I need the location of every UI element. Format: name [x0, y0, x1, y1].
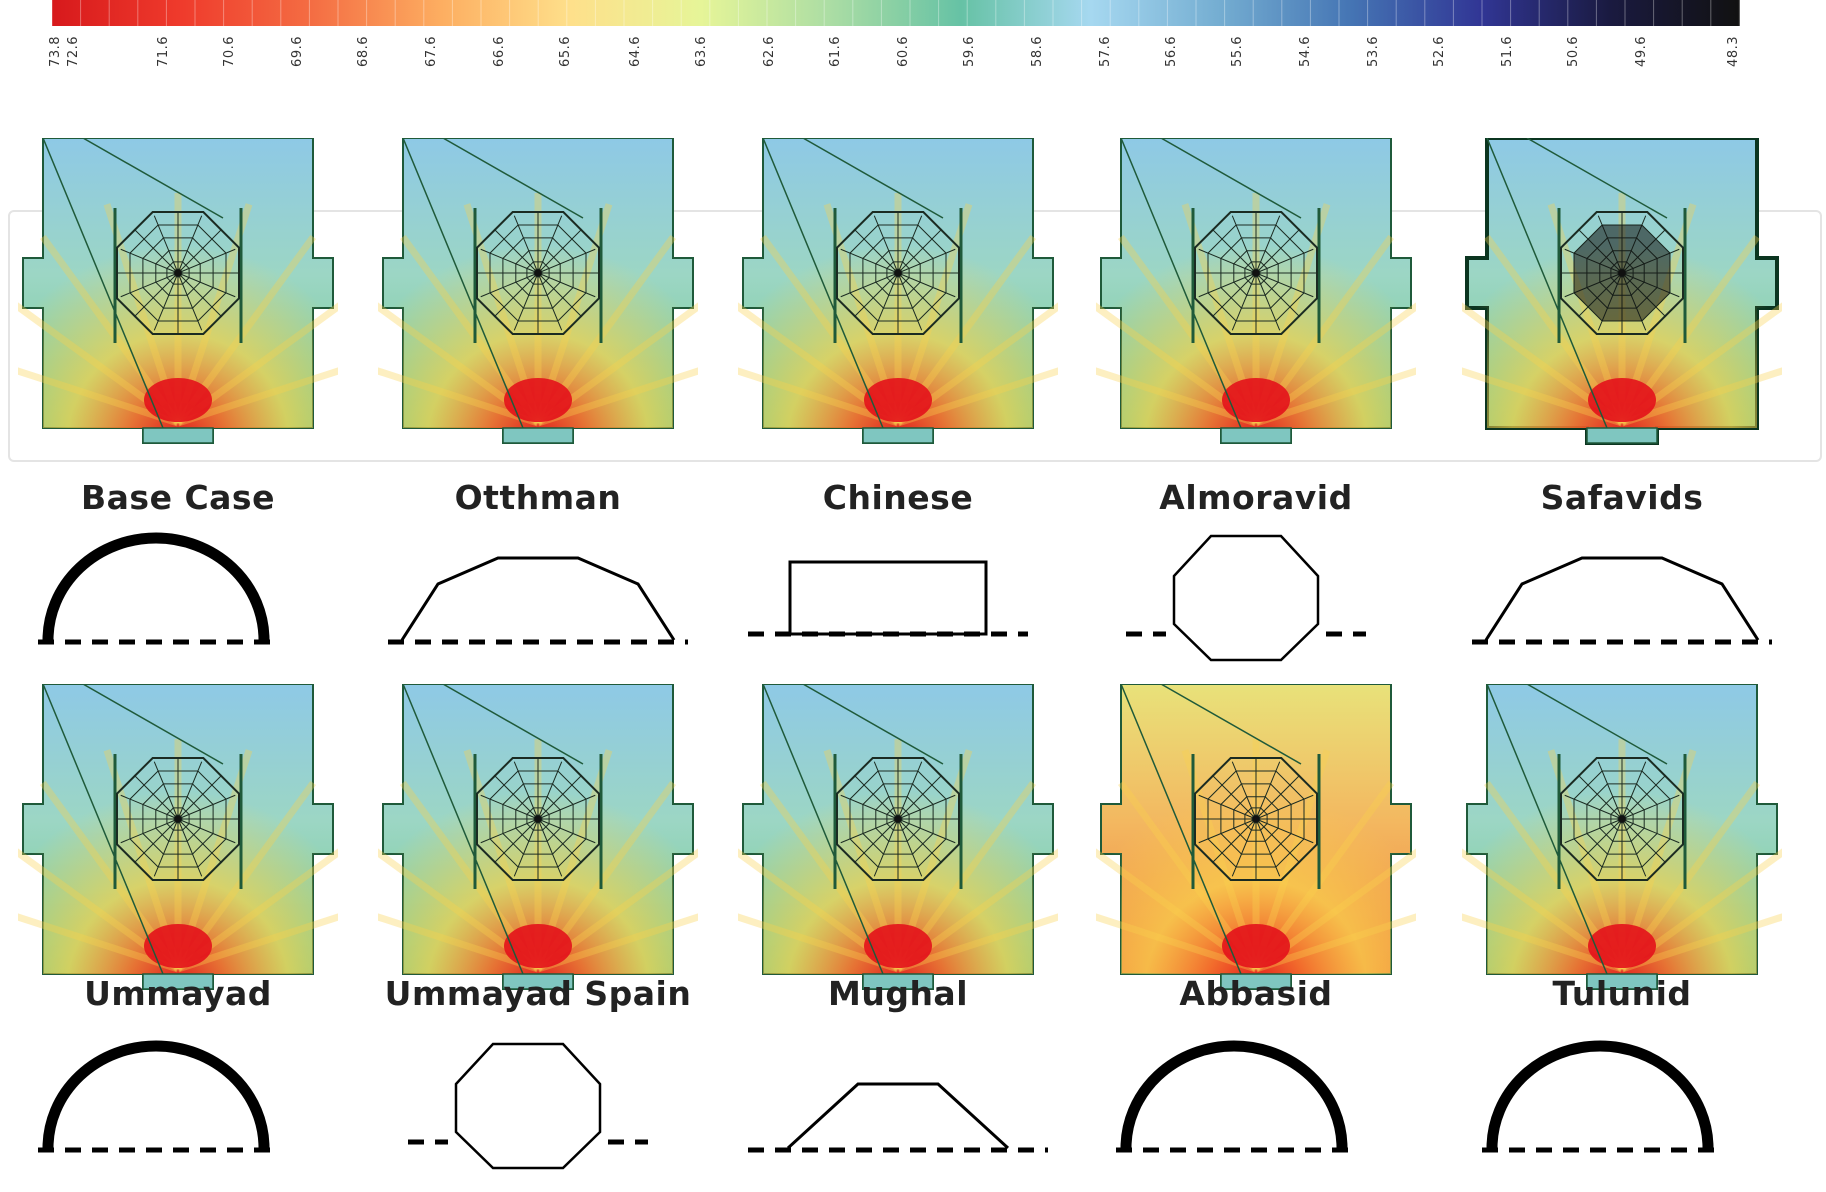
dome-profile-icon	[388, 556, 688, 645]
color-scale-ticks: 73.8 72.6 71.6 70.6 69.6 68.6 67.6 66.6 65.6 64.6…	[0, 36, 1826, 96]
scale-tick-label: 50.6	[1566, 36, 1581, 67]
dome-profile-icon	[1472, 556, 1772, 645]
dome-profile-icon	[1126, 534, 1366, 662]
case-label: Base Case	[81, 478, 275, 517]
dome-profile-icon	[748, 560, 1028, 637]
scale-tick-label: 51.6	[1500, 36, 1515, 67]
scale-tick-label: 67.6	[424, 36, 439, 67]
heatmap-panel	[1096, 684, 1416, 990]
heatmap-panel	[738, 138, 1058, 444]
case-label: Ummayad Spain	[384, 974, 692, 1013]
scale-tick-label: 60.6	[896, 36, 911, 67]
dome-profile-icon	[408, 1042, 648, 1170]
case-label: Chinese	[822, 478, 974, 517]
scale-tick-label: 49.6	[1634, 36, 1649, 67]
dome-profile-icon	[1116, 1040, 1356, 1153]
scale-tick-label: 62.6	[762, 36, 777, 67]
dome-profile-icon	[748, 1082, 1048, 1153]
scale-tick-label: 48.3	[1726, 36, 1741, 67]
case-label: Almoravid	[1159, 478, 1353, 517]
scale-tick-label: 57.6	[1098, 36, 1113, 67]
heatmap-panel	[1096, 138, 1416, 444]
scale-tick-label: 61.6	[828, 36, 843, 67]
scale-tick-label: 58.6	[1030, 36, 1045, 67]
heatmap-panel	[1462, 138, 1782, 445]
case-label: Mughal	[827, 974, 969, 1013]
scale-tick-label: 72.6	[66, 36, 81, 67]
dome-profile-icon	[1482, 1040, 1722, 1153]
heatmap-panel	[738, 684, 1058, 990]
scale-tick-label: 52.6	[1432, 36, 1447, 67]
scale-tick-label: 71.6	[156, 36, 171, 67]
heatmap-panel	[18, 138, 338, 444]
heatmap-panel	[1462, 684, 1782, 990]
scale-tick-label: 59.6	[962, 36, 977, 67]
case-label: Tulunid	[1552, 974, 1692, 1013]
scale-tick-label: 63.6	[694, 36, 709, 67]
dome-profile-icon	[38, 532, 278, 645]
color-scale-bar	[52, 0, 1740, 26]
scale-tick-label: 68.6	[356, 36, 371, 67]
heatmap-panel	[378, 138, 698, 444]
case-label: Abbasid	[1179, 974, 1333, 1013]
scale-tick-label: 53.6	[1366, 36, 1381, 67]
case-label: Otthman	[454, 478, 622, 517]
scale-tick-label: 55.6	[1230, 36, 1245, 67]
scale-tick-label: 70.6	[222, 36, 237, 67]
scale-tick-label: 54.6	[1298, 36, 1313, 67]
heatmap-panel	[18, 684, 338, 990]
case-label: Ummayad	[84, 974, 272, 1013]
scale-tick-label: 56.6	[1164, 36, 1179, 67]
heatmap-panel	[378, 684, 698, 990]
case-label: Safavids	[1540, 478, 1704, 517]
scale-tick-label: 73.8	[48, 36, 63, 67]
scale-tick-label: 65.6	[558, 36, 573, 67]
scale-tick-label: 69.6	[290, 36, 305, 67]
scale-tick-label: 66.6	[492, 36, 507, 67]
dome-profile-icon	[38, 1040, 278, 1153]
scale-tick-label: 64.6	[628, 36, 643, 67]
